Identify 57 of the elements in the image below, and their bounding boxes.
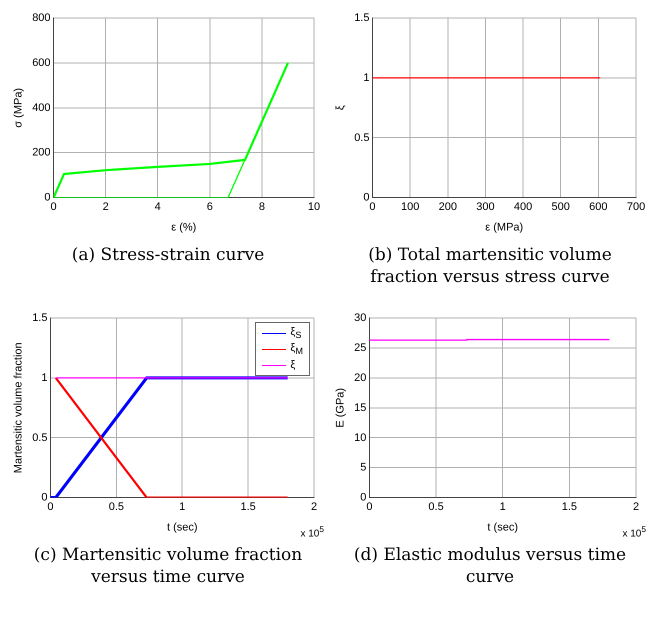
y-tick-label: 30 [354, 312, 366, 324]
y-tick-label: 400 [32, 102, 51, 114]
x-tick-label: 1 [500, 501, 506, 514]
y-tick-label: 0 [360, 492, 366, 504]
x-tick-label: 0.5 [428, 501, 444, 514]
legend-label: ξ [290, 359, 296, 371]
x-tick-label: 8 [258, 201, 265, 214]
x-tick-label: 500 [552, 201, 570, 214]
x-tick-label: 1.5 [562, 501, 578, 514]
x-tick-label: 2 [102, 201, 109, 214]
legend-label: ξ$_{S}$ [290, 326, 302, 340]
y-tick-label: 0 [41, 492, 48, 504]
text: x 10$^{5}$ [622, 524, 646, 539]
x-axis-title: ε (MPa) [485, 221, 524, 234]
text: (d) Elastic modulus versus time curve [352, 544, 628, 588]
y-tick-label: 25 [354, 342, 366, 354]
x-axis-title: ε (%) [171, 221, 196, 234]
y-tick-label: 0.5 [32, 432, 48, 444]
x-axis-title: t (sec) [487, 521, 518, 534]
x-tick-label: 4 [154, 201, 161, 214]
legend-label: ξ$_{M}$ [290, 342, 303, 356]
x-tick-label: 2 [632, 501, 640, 514]
x-axis-title: t (sec) [166, 521, 198, 534]
y-tick-label: 20 [354, 372, 366, 384]
text: x 10$^{5}$ [300, 524, 324, 539]
y-tick-label: 0.5 [354, 132, 370, 144]
x-tick-label: 6 [206, 201, 213, 214]
y-tick-label: 10 [354, 432, 366, 444]
y-tick-label: 600 [32, 56, 51, 69]
x-tick-label: 10 [308, 201, 320, 214]
x-tick-label: 600 [589, 201, 608, 214]
y-tick-label: 0 [44, 192, 51, 204]
y-tick-label: 1.5 [32, 312, 48, 324]
x-tick-label: 200 [438, 201, 457, 214]
x-tick-label: 1.5 [240, 501, 256, 514]
x-tick-label: 1 [179, 501, 186, 514]
y-tick-label: 15 [354, 402, 366, 414]
text: (b) Total martensitic volume fraction versus stress curve [367, 244, 613, 288]
y-tick-label: 1 [363, 72, 370, 84]
y-axis-title: Martensitic volume fraction [12, 342, 25, 474]
x-tick-label: 700 [626, 201, 646, 214]
y-tick-label: 0 [363, 192, 370, 204]
y-axis-title: σ (MPa) [12, 88, 25, 128]
y-tick-label: 5 [360, 462, 366, 474]
y-tick-label: 1.5 [354, 12, 370, 24]
y-axis-title: E (GPa) [334, 388, 347, 428]
text: (c) Martensitic volume fraction versus time curve [32, 544, 304, 588]
text: (a) Stress-strain curve [70, 244, 266, 266]
x-tick-label: 2 [310, 501, 318, 514]
y-tick-label: 1 [41, 372, 48, 384]
x-tick-label: 100 [400, 201, 420, 214]
y-tick-label: 800 [32, 12, 51, 24]
x-tick-label: 0.5 [108, 501, 124, 514]
y-tick-label: 200 [32, 146, 51, 159]
y-axis-title: ξ [334, 105, 347, 110]
x-tick-label: 400 [514, 201, 532, 214]
x-tick-label: 300 [476, 201, 495, 214]
